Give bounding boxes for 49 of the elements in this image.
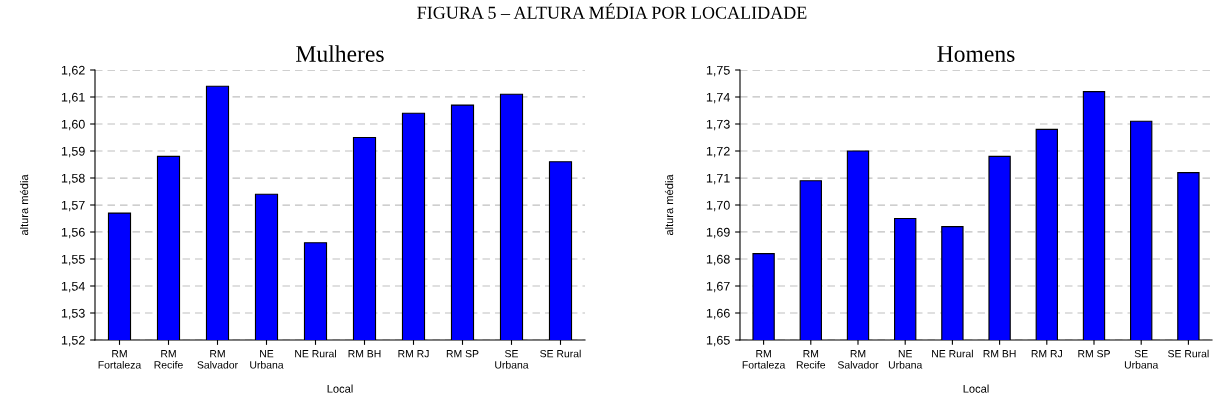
text: FIGURA 5 – ALTURA MÉDIA POR LOCALIDADE: [417, 3, 807, 19]
y-tick-label: 1,67: [706, 281, 730, 293]
y-tick-label: 1,57: [61, 200, 85, 212]
x-tick-label: SE Rural: [1168, 349, 1209, 358]
y-tick-label: 1,75: [706, 65, 730, 77]
x-tick-label: RM Fortaleza: [98, 350, 142, 369]
y-tick-label: 1,72: [706, 146, 730, 158]
x-axis-title: Local: [963, 384, 989, 393]
chart-title: Mulheres: [296, 45, 384, 62]
x-tick-label: SE Urbana: [1124, 350, 1159, 369]
y-tick-label: 1,61: [61, 92, 85, 104]
x-tick-label: RM Salvador: [197, 350, 238, 369]
y-axis-title: altura média: [19, 174, 29, 236]
y-tick-label: 1,54: [61, 281, 85, 293]
x-axis-title: Local: [327, 384, 353, 393]
x-tick-label: RM SP: [1078, 350, 1110, 358]
y-tick-label: 1,52: [61, 335, 85, 347]
x-tick-label: RM Recife: [154, 350, 183, 369]
y-tick-label: 1,69: [706, 227, 730, 239]
y-tick-label: 1,55: [61, 254, 85, 266]
y-tick-label: 1,59: [61, 146, 85, 158]
x-tick-label: RM Fortaleza: [742, 350, 786, 369]
y-axis-title: altura média: [664, 174, 674, 236]
x-tick-label: RM SP: [446, 350, 479, 358]
y-tick-label: 1,53: [61, 308, 85, 320]
x-tick-label: NE Urbana: [250, 350, 284, 369]
x-tick-label: RM RJ: [1031, 350, 1062, 358]
x-tick-label: NE Urbana: [888, 350, 923, 369]
x-tick-label: SE Rural: [540, 349, 581, 358]
y-tick-label: 1,70: [706, 200, 730, 212]
y-tick-label: 1,66: [706, 308, 730, 320]
y-tick-label: 1,74: [706, 92, 730, 104]
y-tick-label: 1,56: [61, 227, 85, 239]
y-tick-label: 1,62: [61, 65, 85, 77]
x-tick-label: NE Rural: [932, 349, 973, 358]
x-tick-label: RM RJ: [398, 350, 429, 358]
chart-title: Homens: [937, 46, 1015, 62]
x-tick-label: RM BH: [983, 350, 1016, 358]
y-tick-label: 1,71: [706, 173, 730, 185]
y-tick-label: 1,60: [61, 119, 85, 131]
y-tick-label: 1,58: [61, 173, 85, 185]
x-tick-label: RM BH: [348, 350, 381, 358]
x-tick-label: NE Rural: [295, 349, 336, 358]
y-tick-label: 1,73: [706, 119, 730, 131]
x-tick-label: RM Salvador: [837, 350, 879, 369]
y-tick-label: 1,65: [706, 335, 730, 347]
y-tick-label: 1,68: [706, 254, 730, 266]
x-tick-label: SE Urbana: [495, 350, 529, 369]
x-tick-label: RM Recife: [796, 350, 826, 369]
